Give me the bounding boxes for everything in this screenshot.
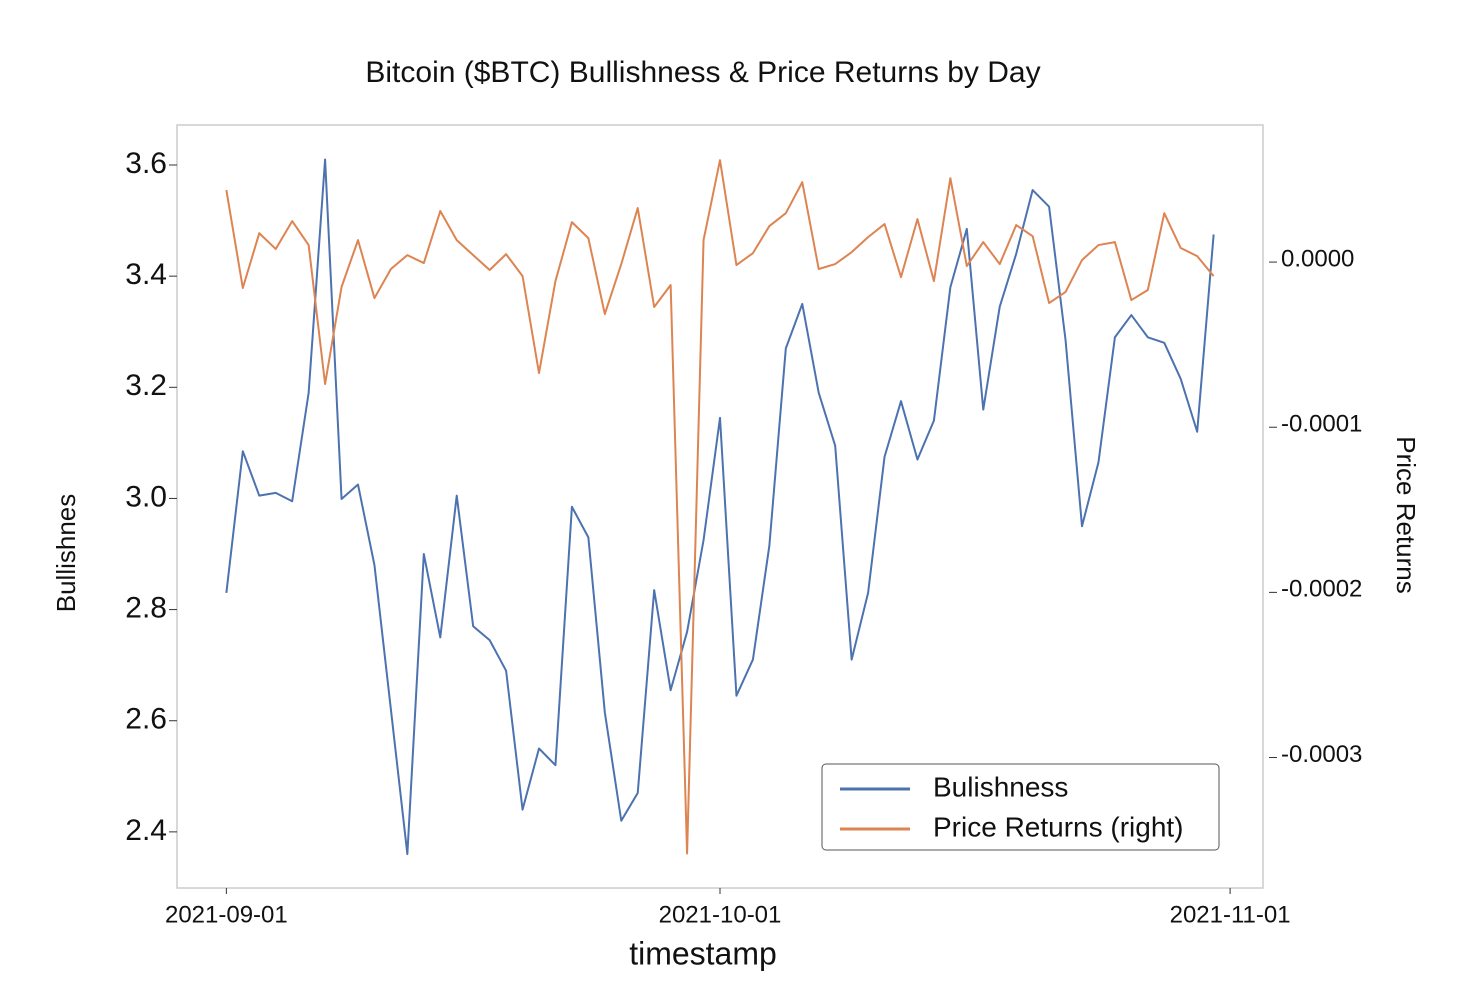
y2-tick-label: 0.0000 bbox=[1281, 245, 1354, 272]
y-tick-label: 3.4 bbox=[125, 258, 167, 291]
y2-tick-label: -0.0001 bbox=[1281, 411, 1362, 438]
legend-label: Price Returns (right) bbox=[933, 811, 1184, 842]
x-tick-label: 2021-10-01 bbox=[659, 901, 782, 928]
legend-box bbox=[821, 763, 1220, 851]
x-tick-label: 2021-11-01 bbox=[1170, 901, 1291, 928]
x-axis-label: timestamp bbox=[629, 935, 777, 971]
legend-label: Bulishness bbox=[933, 771, 1068, 802]
x-tick-label: 2021-09-01 bbox=[165, 901, 288, 928]
y-tick-label: 3.6 bbox=[125, 147, 167, 180]
y2-tick-label: -0.0002 bbox=[1281, 576, 1362, 603]
y-tick-label: 3.0 bbox=[125, 480, 167, 513]
y-axis-label: Bullishnes bbox=[51, 494, 81, 613]
y-tick-label: 2.8 bbox=[125, 592, 167, 625]
y-tick-label: 2.4 bbox=[125, 814, 167, 847]
series-line bbox=[225, 159, 1215, 855]
chart-title: Bitcoin ($BTC) Bullishness & Price Retur… bbox=[365, 56, 1040, 89]
y-tick-label: 3.2 bbox=[125, 369, 167, 402]
y2-tick-label: -0.0003 bbox=[1281, 741, 1362, 768]
y2-axis-label: Price Returns bbox=[1391, 436, 1421, 594]
y-tick-label: 2.6 bbox=[125, 703, 167, 736]
series-line bbox=[225, 158, 1215, 856]
